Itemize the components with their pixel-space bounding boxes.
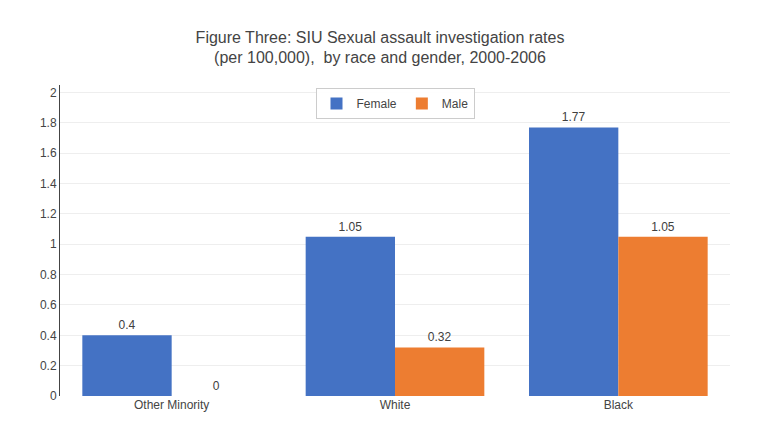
- svg-text:0.6: 0.6: [40, 298, 57, 312]
- svg-text:Female: Female: [357, 97, 397, 111]
- svg-text:0.4: 0.4: [118, 318, 135, 332]
- svg-text:1.77: 1.77: [562, 110, 586, 124]
- svg-text:0.4: 0.4: [40, 329, 57, 343]
- svg-text:Figure Three: SIU Sexual assau: Figure Three: SIU Sexual assault investi…: [196, 29, 565, 67]
- svg-text:1.2: 1.2: [40, 207, 57, 221]
- svg-text:1.8: 1.8: [40, 116, 57, 130]
- svg-text:Black: Black: [604, 398, 634, 412]
- svg-text:1.05: 1.05: [338, 220, 362, 234]
- svg-text:1.4: 1.4: [40, 177, 57, 191]
- svg-text:0.2: 0.2: [40, 359, 57, 373]
- svg-text:0.32: 0.32: [428, 330, 452, 344]
- svg-text:0: 0: [50, 389, 57, 403]
- svg-text:2: 2: [50, 86, 57, 100]
- svg-text:0: 0: [213, 379, 220, 393]
- svg-text:White: White: [380, 398, 411, 412]
- svg-text:1: 1: [50, 237, 57, 251]
- svg-text:1.6: 1.6: [40, 146, 57, 160]
- svg-text:1.05: 1.05: [651, 220, 675, 234]
- svg-text:Male: Male: [442, 97, 468, 111]
- svg-text:Other Minority: Other Minority: [134, 398, 209, 412]
- svg-text:0.8: 0.8: [40, 268, 57, 282]
